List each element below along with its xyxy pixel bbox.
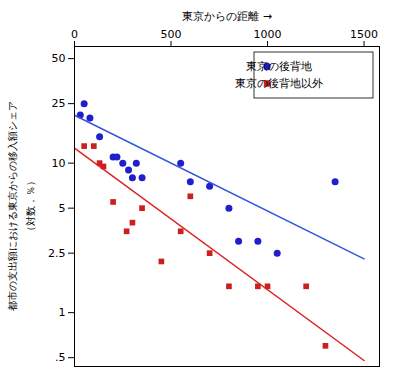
- svg-text:東京の後背地: 東京の後背地: [246, 60, 312, 73]
- svg-text:2.5: 2.5: [48, 247, 66, 260]
- svg-text:都市の支出額における東京からの移入額シェア: 都市の支出額における東京からの移入額シェア: [7, 101, 18, 311]
- svg-text:東京の後背地以外: 東京の後背地以外: [235, 77, 323, 90]
- svg-text:東京からの距離 →: 東京からの距離 →: [182, 10, 272, 23]
- svg-text:0: 0: [71, 28, 78, 41]
- svg-text:10: 10: [52, 157, 66, 170]
- svg-text:1: 1: [59, 306, 66, 319]
- svg-text:25: 25: [52, 97, 66, 110]
- svg-text:（対数，％）: （対数，％）: [25, 176, 36, 236]
- svg-text:1500: 1500: [350, 28, 378, 41]
- svg-text:.5: .5: [55, 351, 66, 364]
- svg-text:50: 50: [52, 52, 66, 65]
- svg-text:1000: 1000: [254, 28, 282, 41]
- svg-text:500: 500: [161, 28, 182, 41]
- svg-text:5: 5: [59, 202, 66, 215]
